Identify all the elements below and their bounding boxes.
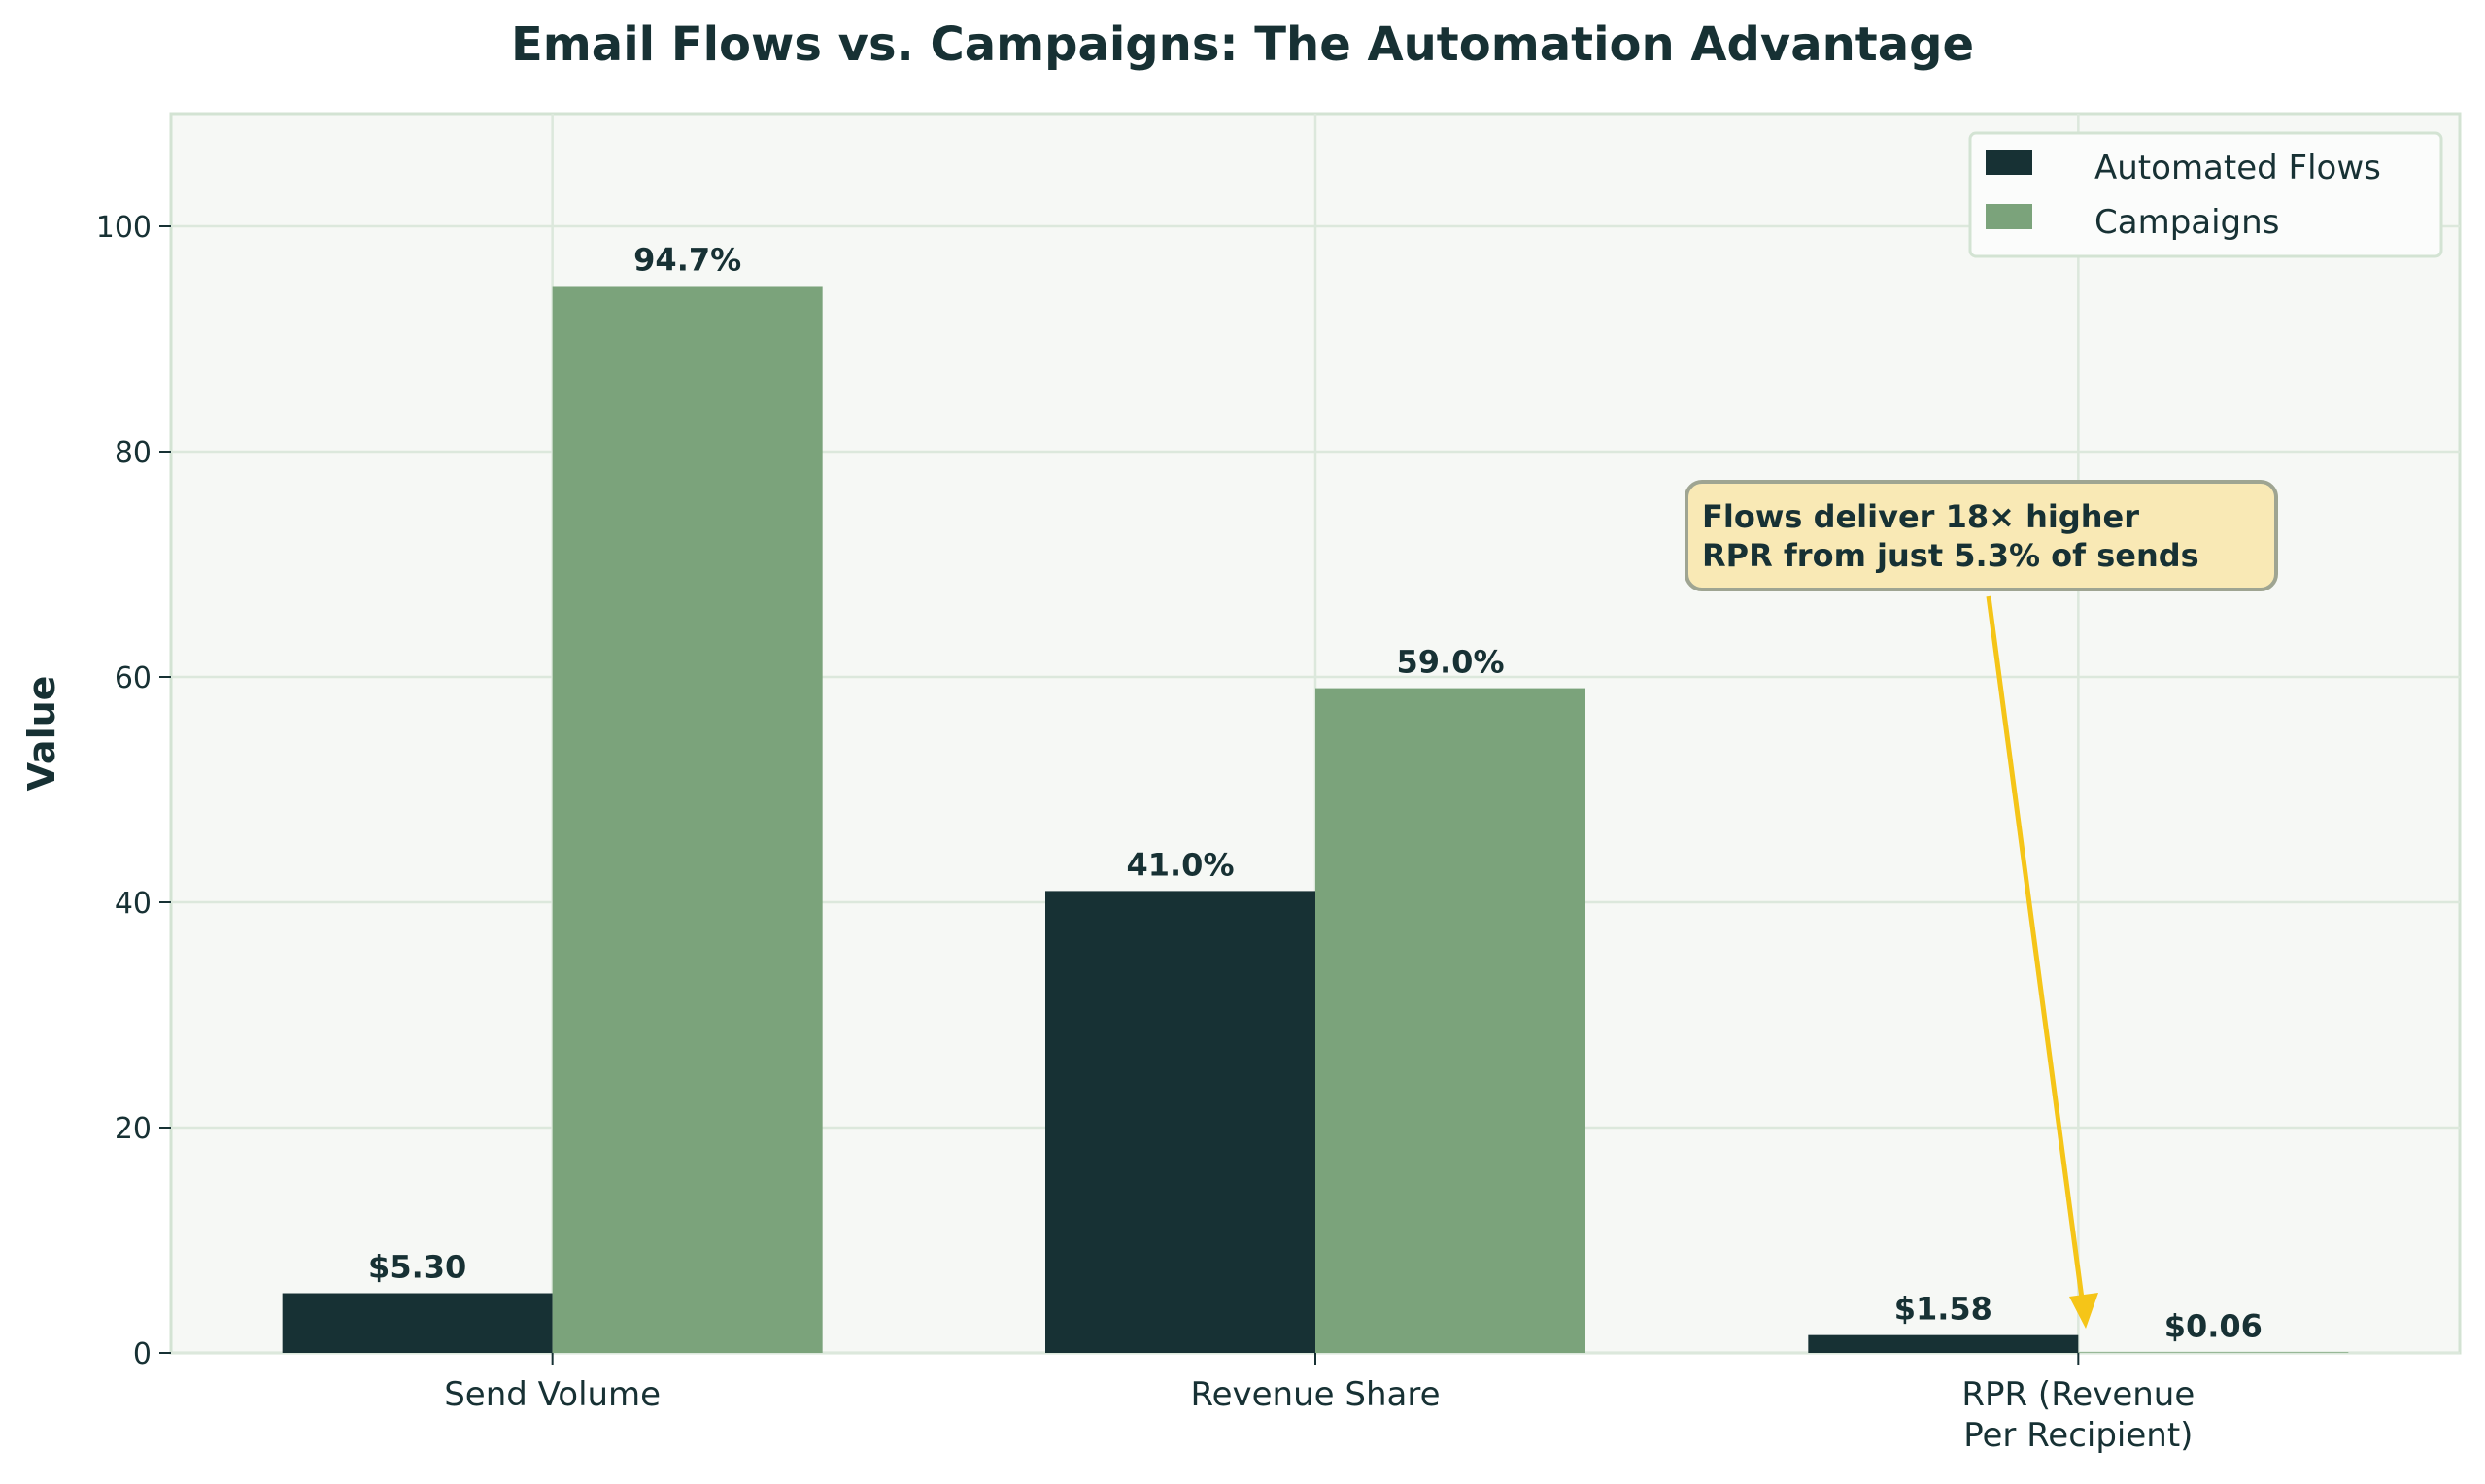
bar-campaigns [2078, 1352, 2349, 1353]
axis-ticks: 0 20 40 60 80 100 Send Volume Revenue Share RPR … [96, 211, 2196, 1455]
legend-box [1968, 131, 2443, 258]
y-tick-label: 80 [115, 436, 152, 470]
bars: $5.30 41.0% $1.58 94.7% 59.0% $0.06 [282, 241, 2349, 1354]
legend-swatch-campaigns [1986, 204, 2032, 229]
y-tick-label: 60 [115, 661, 152, 695]
data-label: 94.7% [633, 241, 741, 278]
chart-title: Email Flows vs. Campaigns: The Automatio… [511, 17, 1974, 72]
y-tick-label: 20 [115, 1112, 152, 1146]
y-axis-label: Value [20, 676, 63, 792]
annotation-box [1685, 480, 2278, 591]
bar-automated-flows [1045, 891, 1315, 1353]
annotation-arrowhead [2069, 1293, 2098, 1329]
data-label: 59.0% [1396, 644, 1504, 681]
bar-automated-flows [282, 1293, 553, 1353]
x-tick-label: RPR (Revenue Per Recipient) [1961, 1375, 2195, 1455]
legend-swatch-automated-flows [1986, 150, 2032, 175]
y-tick-label: 0 [133, 1337, 152, 1371]
data-label: $1.58 [1894, 1291, 1992, 1328]
bar-campaigns [1315, 688, 1585, 1353]
y-tick-label: 40 [115, 887, 152, 921]
bar-automated-flows [1808, 1334, 2079, 1353]
bar-campaigns [552, 286, 823, 1354]
annotation-arrow [1986, 595, 2087, 1314]
annotation-text: Flows deliver 18× higher RPR from just 5.… [1702, 498, 2199, 574]
x-tick-label: Revenue Share [1191, 1375, 1441, 1414]
legend-label-automated-flows: Automated Flows [2094, 149, 2381, 187]
legend-label-campaigns: Campaigns [2094, 203, 2279, 242]
y-tick-label: 100 [96, 211, 152, 245]
data-label: $5.30 [368, 1249, 466, 1286]
data-label: 41.0% [1126, 846, 1234, 883]
data-label: $0.06 [2164, 1307, 2263, 1344]
x-tick-label: Send Volume [444, 1375, 661, 1414]
annotation: Flows deliver 18× higher RPR from just 5.… [1685, 480, 2278, 1329]
legend: Automated Flows Campaigns [1968, 131, 2443, 258]
